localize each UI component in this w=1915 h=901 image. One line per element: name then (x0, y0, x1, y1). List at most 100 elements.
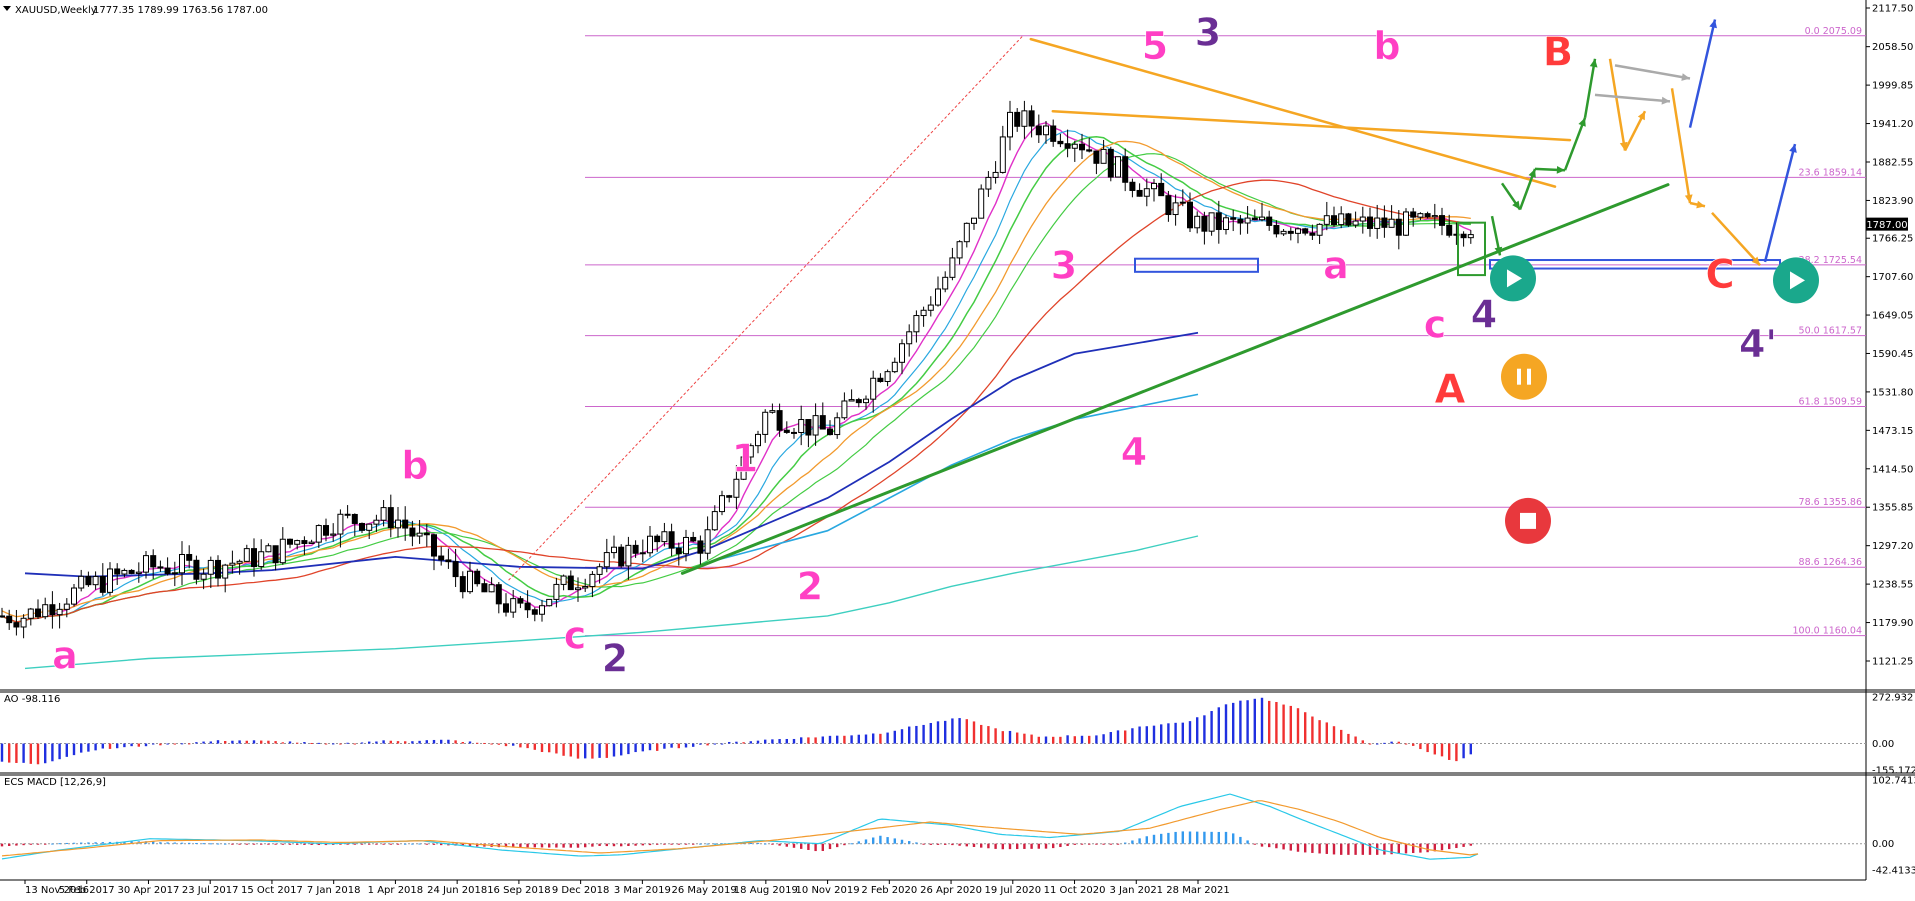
macd-bar-neg (1073, 843, 1076, 845)
time-tick-label: 7 Jan 2018 (307, 885, 361, 896)
time-tick-label: 13 Nov 2016 (25, 885, 89, 896)
blue-arrow (1688, 19, 1717, 128)
macd-tick-label: 0.00 (1872, 839, 1894, 850)
candle-bear (1410, 211, 1417, 218)
macd-bar-pos (1152, 834, 1156, 844)
ao-bar-up (1044, 736, 1048, 744)
macd-bar-neg (1109, 843, 1112, 845)
orange-arrow-head (1637, 111, 1645, 121)
candle-bear (6, 615, 13, 624)
ao-bar-up (468, 741, 472, 744)
ao-bar-down (274, 741, 277, 744)
ao-bar-up (425, 740, 428, 744)
ao-bar-down (591, 743, 594, 759)
macd-bar-neg (1023, 843, 1026, 849)
ao-bar-down (8, 743, 11, 763)
candle-bear (618, 546, 625, 567)
candle-bull (467, 570, 473, 593)
macd-bar-neg (1001, 843, 1004, 850)
candle-bull (416, 532, 423, 537)
ao-bar-up (231, 740, 234, 744)
candle-bear (1136, 189, 1143, 197)
ao-bar-up (900, 729, 904, 744)
candle-bear (503, 603, 509, 613)
candle-bull (553, 583, 560, 600)
ao-bar-down (1412, 743, 1415, 746)
macd-bar-neg (332, 843, 335, 845)
macd-bar-pos (850, 843, 853, 845)
candle-bear (1439, 215, 1445, 226)
signal-icons (1490, 255, 1819, 544)
fib-label: 38.2 1725.54 (1799, 255, 1862, 266)
candle-bear (85, 575, 92, 586)
macd-bar-neg (792, 843, 796, 848)
candle-bull (395, 519, 401, 529)
fib-label: 50.0 1617.57 (1799, 326, 1862, 337)
candle-bear (474, 570, 481, 585)
ao-bar-up (209, 741, 212, 744)
ao-bar-up (1196, 717, 1199, 744)
time-tick-label: 26 Apr 2020 (920, 885, 982, 896)
macd-bar-neg (1318, 843, 1321, 854)
macd-bar-neg (1059, 843, 1062, 848)
ao-tick-label: 0.00 (1872, 739, 1894, 750)
macd-bar-pos (123, 841, 126, 844)
macd-bar-pos (87, 842, 90, 844)
ao-bar-down (1368, 743, 1372, 745)
candle-bull (1151, 182, 1157, 190)
chevron-down-icon[interactable] (3, 6, 11, 11)
ao-bar-up (116, 743, 119, 749)
ao-bar-down (1088, 735, 1091, 744)
macd-bar-neg (1052, 843, 1055, 849)
candle-bull (963, 222, 970, 243)
candle-bull (913, 315, 920, 333)
macd-bar-neg (1304, 843, 1307, 853)
candle-bull (841, 400, 848, 419)
macd-bar-neg (1289, 843, 1292, 851)
ao-bar-up (800, 737, 803, 744)
ao-bar-up (1253, 698, 1256, 744)
macd-bar-neg (987, 843, 990, 849)
macd-bar-pos (411, 843, 414, 845)
macd-bar-neg (569, 843, 572, 848)
ao-bar-up (202, 741, 205, 744)
ao-bar-down (965, 719, 968, 744)
macd-bar-neg (648, 843, 652, 846)
macd-bar-pos (72, 842, 76, 844)
wave-label: a (52, 633, 78, 677)
ao-bar-down (36, 743, 40, 765)
ao-bar-up (908, 726, 911, 744)
candle-bear (1331, 215, 1337, 226)
candle-bull (1295, 228, 1301, 234)
macd-bar-pos (1224, 831, 1228, 844)
candle-bear (459, 576, 466, 593)
ao-bar-up (886, 732, 889, 744)
candle-bear (1287, 230, 1294, 234)
candle-bull (884, 371, 891, 382)
candle-bull (798, 419, 805, 434)
candle-bear (438, 555, 445, 561)
candle-bear (481, 583, 488, 593)
macd-bar-pos (65, 842, 68, 844)
macd-bar-neg (634, 843, 637, 846)
macd-bar-pos (1196, 831, 1199, 844)
candle-bear (387, 507, 394, 529)
ao-bar-up (915, 725, 918, 744)
candle-bull (315, 525, 322, 543)
macd-bar-pos (699, 843, 702, 845)
gray-arrow-head (1681, 73, 1690, 81)
ao-bar-down (260, 740, 263, 744)
candle-bull (1374, 217, 1381, 229)
wave-label: 3 (1195, 11, 1221, 55)
ao-bar-up (699, 743, 702, 745)
macd-bar-neg (663, 843, 666, 845)
candle-bull (575, 587, 581, 591)
gray-arrow (1594, 93, 1671, 103)
ao-bar-down (807, 737, 810, 744)
ao-bar-up (346, 742, 349, 744)
macd-bar-neg (980, 843, 983, 848)
candle-bear (1230, 217, 1237, 220)
ao-bar-down (879, 733, 882, 744)
ao-bar-down (224, 741, 227, 744)
candle-bull (510, 598, 517, 613)
